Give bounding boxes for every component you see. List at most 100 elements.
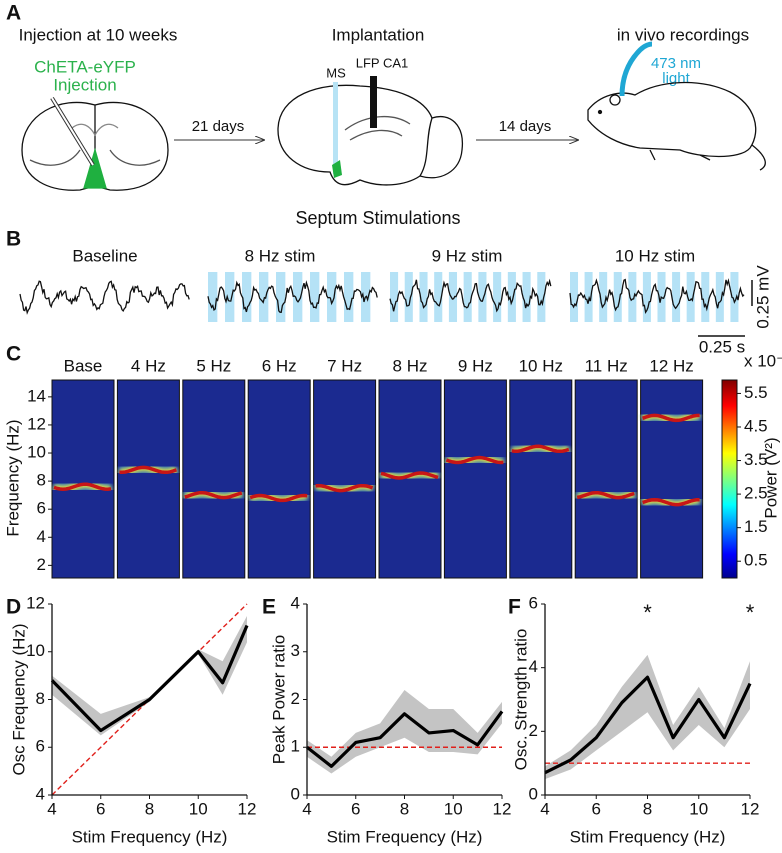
y-axis-label: Osc. Strength ratio [511,629,530,771]
ridge-core [53,482,112,491]
light-pulse [599,272,608,322]
x-tick-label: 6 [96,799,105,818]
light-pulse [208,272,218,322]
condition-label: 8 Hz [393,356,428,375]
colorbar-tick-label: 0.5 [744,551,768,570]
ridge-core [576,490,635,500]
light-pulse [242,272,252,322]
colorbar [721,379,738,579]
spectrogram [443,379,507,579]
x-tick-label: 10 [689,799,708,818]
light-pulse [642,272,651,322]
condition-label: Base [64,356,103,375]
virus-note: Injection [53,75,116,94]
light-label: 473 nm [651,55,701,72]
light-pulse [434,272,443,322]
condition-label: 10 Hz [519,356,563,375]
power-ridge [640,408,700,427]
step-title: in vivo recordings [617,25,749,44]
ridge-core [445,455,504,465]
y-tick-label: 12 [27,414,46,433]
lfp-trace [19,280,190,315]
colorbar-label: Power (V²) [761,437,780,518]
y-tick-label: 0 [529,784,538,803]
light-pulse [715,272,724,322]
y-tick-label: 1 [291,737,300,756]
x-tick-label: 10 [444,799,463,818]
y-tick-label: 4 [36,784,45,803]
power-ridge [444,450,504,470]
power-ridge [510,439,571,458]
panel-letter: C [6,343,21,366]
lfp-trace [389,278,552,313]
axes [544,604,750,796]
light-pulse [419,272,428,322]
light-pulse [463,272,472,322]
y-tick-label: 4 [37,527,46,546]
y-tick-label: 2 [291,689,300,708]
y-axis-label: Frequency (Hz) [3,419,22,536]
ridge-core [641,413,700,423]
x-tick-label: 12 [493,799,512,818]
power-ridge [575,486,637,505]
panel-letter: F [508,596,521,619]
y-tick-label: 12 [26,593,45,612]
light-pulse [507,272,516,322]
y-tick-label: 14 [27,386,46,405]
virus-label: ChETA-eYFP [34,57,136,76]
axes [306,604,502,796]
x-tick-label: 6 [592,799,601,818]
y-tick-label: 8 [36,689,45,708]
spectrogram [182,379,246,579]
sagittal-brain [277,76,464,186]
light-pulse [493,272,502,322]
x-axis-label: Stim Frequency (Hz) [570,827,726,846]
y-tick-label: 2 [37,555,46,574]
sem-band [545,654,750,780]
power-ridge [248,488,308,507]
x-tick-label: 12 [741,799,760,818]
light-pulse [537,272,546,322]
ridge-core [119,465,177,475]
light-pulse [628,272,637,322]
condition-label: 12 Hz [649,356,693,375]
condition-label: 9 Hz [458,356,493,375]
y-tick-label: 0 [291,784,300,803]
y-tick-label: 6 [529,593,538,612]
light-pulse [570,272,579,322]
rat-drawing [587,41,766,171]
significance-marker: * [746,600,755,625]
x-tick-label: 8 [400,799,409,818]
colorbar-tick-label: 3.5 [744,450,768,469]
x-tick-label: 10 [189,799,208,818]
step-title: Implantation [332,25,425,44]
light-pulse [522,272,531,322]
spectrogram [116,379,180,579]
power-ridge [314,479,375,498]
light-pulse [478,272,487,322]
axes [51,604,247,796]
panel-title: Septum Stimulations [295,208,460,228]
light-pulse [686,272,695,322]
lfp-trace [207,280,378,313]
sem-band [307,689,502,774]
mean-line [50,624,249,733]
condition-label: Baseline [72,246,137,265]
lfp-label: LFP CA1 [356,55,409,70]
light-pulse [730,272,739,322]
ms-label: MS [326,65,346,80]
x-tick-label: 4 [47,799,56,818]
panel-letter: D [6,596,21,619]
y-tick-label: 4 [291,593,300,612]
significance-marker: * [643,600,652,625]
ridge-core [380,471,439,480]
light-pulse [672,272,681,322]
condition-label: 4 Hz [131,356,166,375]
ridge-core [511,444,570,454]
light-pulse [310,272,320,322]
x-tick-label: 4 [540,799,549,818]
light-pulse [613,272,622,322]
light-pulse [448,272,458,322]
colorbar-tick-label: 4.5 [744,416,768,435]
